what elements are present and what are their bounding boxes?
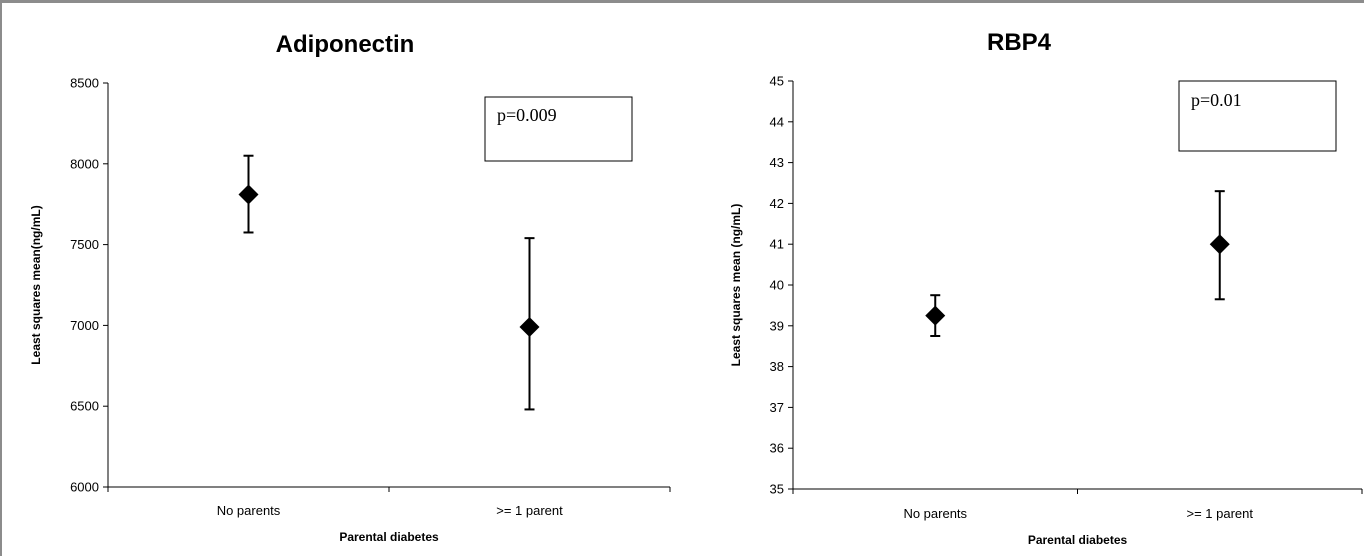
x-tick-label: >= 1 parent xyxy=(1187,506,1254,521)
annotation-box xyxy=(1178,80,1337,152)
y-axis-label: Least squares mean (ng/mL) xyxy=(729,204,743,367)
y-tick-label: 8500 xyxy=(70,76,99,91)
y-tick-label: 38 xyxy=(770,359,784,374)
rbp4-chart: RBP4 35 36 37 38 39 40 41 42 43 44 45 No parents >= 1… xyxy=(729,29,1363,547)
y-tick-label: 36 xyxy=(770,441,784,456)
y-tick-label: 7000 xyxy=(70,318,99,333)
data-point-diamond xyxy=(238,184,259,205)
data-point-diamond xyxy=(925,305,946,326)
y-tick-label: 6000 xyxy=(70,480,99,495)
y-tick-label: 8000 xyxy=(70,156,99,171)
y-tick-label: 39 xyxy=(770,318,784,333)
x-tick-label: No parents xyxy=(903,506,967,521)
annotation-box xyxy=(484,96,633,162)
x-tick-label: >= 1 parent xyxy=(496,503,563,518)
y-tick-label: 6500 xyxy=(70,399,99,414)
y-tick-label: 35 xyxy=(770,482,784,497)
y-tick-label: 37 xyxy=(770,400,784,415)
data-point-diamond xyxy=(519,317,540,338)
y-tick-label: 45 xyxy=(770,74,784,89)
y-tick-label: 40 xyxy=(770,278,784,293)
data-point-diamond xyxy=(1209,234,1230,255)
chart-title: Adiponectin xyxy=(276,31,415,58)
x-axis-label: Parental diabetes xyxy=(339,530,439,544)
p-value-annotation: p=0.009 xyxy=(497,105,557,125)
y-tick-label: 44 xyxy=(770,114,784,129)
y-tick-label: 43 xyxy=(770,155,784,170)
x-axis-label: Parental diabetes xyxy=(1028,533,1128,547)
y-tick-label: 42 xyxy=(770,196,784,211)
x-tick-label: No parents xyxy=(217,503,281,518)
y-tick-label: 41 xyxy=(770,237,784,252)
y-tick-label: 7500 xyxy=(70,237,99,252)
p-value-annotation: p=0.01 xyxy=(1191,90,1242,110)
chart-title: RBP4 xyxy=(987,29,1052,56)
y-axis-label: Least squares mean(ng/mL) xyxy=(29,205,43,364)
adiponectin-chart: Adiponectin 6000 6500 7000 7500 8000 8500 No pa… xyxy=(29,31,671,544)
